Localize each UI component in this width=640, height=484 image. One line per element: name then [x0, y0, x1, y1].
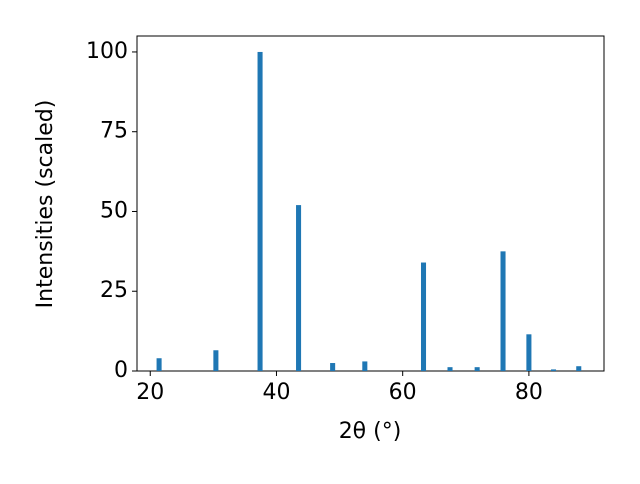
y-tick-label: 75: [100, 119, 128, 144]
bar: [550, 369, 557, 371]
bar: [257, 51, 263, 371]
bar: [474, 367, 480, 371]
bar: [362, 361, 368, 371]
bar: [500, 251, 506, 371]
x-tick-label: 40: [262, 380, 290, 405]
y-tick-label: 100: [86, 39, 128, 64]
bar: [156, 358, 162, 371]
bar: [213, 350, 219, 371]
y-axis-label: Intensities (scaled): [33, 100, 58, 309]
bar: [296, 205, 302, 371]
y-tick-label: 25: [100, 278, 128, 303]
y-tick-label: 0: [114, 358, 128, 383]
plot-frame: [136, 35, 605, 372]
x-tick-label: 60: [389, 380, 417, 405]
bar: [447, 367, 453, 371]
y-tick-label: 50: [100, 198, 128, 223]
x-tick-label: 20: [136, 380, 164, 405]
x-tick-label: 80: [515, 380, 543, 405]
bar: [330, 363, 336, 371]
bar: [526, 334, 532, 371]
x-axis-label: 2θ (°): [339, 419, 402, 444]
bar: [576, 366, 582, 371]
bar: [420, 262, 427, 371]
